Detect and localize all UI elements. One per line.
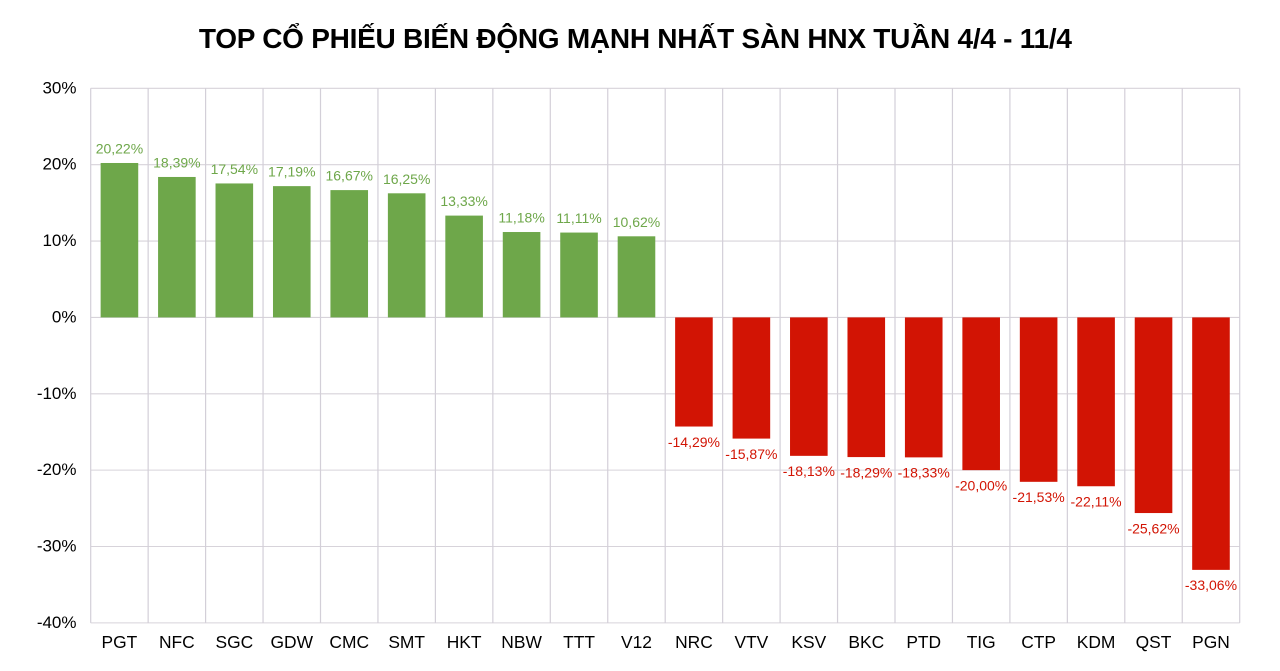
svg-text:QST: QST: [1136, 632, 1172, 652]
svg-text:KSV: KSV: [791, 632, 826, 652]
svg-text:CTP: CTP: [1021, 632, 1056, 652]
svg-text:-30%: -30%: [37, 537, 77, 556]
svg-text:TOP CỔ PHIẾU BIẾN ĐỘNG MẠNH NH: TOP CỔ PHIẾU BIẾN ĐỘNG MẠNH NHẤT SÀN HNX…: [199, 22, 1072, 54]
svg-text:VTV: VTV: [734, 632, 768, 652]
svg-text:11,18%: 11,18%: [498, 210, 544, 226]
svg-text:-10%: -10%: [37, 384, 77, 403]
svg-text:30%: 30%: [42, 78, 76, 97]
svg-text:NFC: NFC: [159, 632, 195, 652]
svg-text:-21,53%: -21,53%: [1013, 489, 1065, 505]
svg-text:-18,29%: -18,29%: [840, 464, 892, 480]
svg-text:PTD: PTD: [906, 632, 941, 652]
svg-text:-22,11%: -22,11%: [1071, 494, 1122, 510]
svg-text:CMC: CMC: [329, 632, 369, 652]
svg-text:20%: 20%: [42, 155, 76, 174]
svg-text:17,54%: 17,54%: [211, 161, 258, 177]
svg-text:11,11%: 11,11%: [556, 210, 601, 226]
svg-text:16,25%: 16,25%: [383, 171, 430, 187]
svg-text:NRC: NRC: [675, 632, 713, 652]
svg-text:SGC: SGC: [215, 632, 253, 652]
svg-text:PGT: PGT: [102, 632, 138, 652]
svg-text:-33,06%: -33,06%: [1185, 577, 1237, 593]
svg-text:HKT: HKT: [447, 632, 482, 652]
svg-text:0%: 0%: [52, 307, 77, 326]
svg-text:-25,62%: -25,62%: [1127, 520, 1179, 536]
svg-text:10,62%: 10,62%: [613, 214, 660, 230]
svg-text:-20%: -20%: [37, 460, 77, 479]
svg-text:TIG: TIG: [967, 632, 996, 652]
svg-text:-18,13%: -18,13%: [783, 463, 835, 479]
svg-text:BKC: BKC: [848, 632, 884, 652]
svg-text:NBW: NBW: [501, 632, 542, 652]
svg-text:-40%: -40%: [37, 613, 77, 632]
svg-text:-15,87%: -15,87%: [725, 446, 777, 462]
svg-text:KDM: KDM: [1077, 632, 1116, 652]
svg-text:TTT: TTT: [563, 632, 595, 652]
svg-text:-14,29%: -14,29%: [668, 434, 720, 450]
svg-text:20,22%: 20,22%: [96, 140, 143, 156]
svg-text:16,67%: 16,67%: [325, 168, 372, 184]
svg-text:10%: 10%: [42, 231, 76, 250]
svg-text:-20,00%: -20,00%: [955, 477, 1007, 493]
svg-text:-18,33%: -18,33%: [898, 465, 950, 481]
svg-text:13,33%: 13,33%: [440, 193, 487, 209]
svg-text:18,39%: 18,39%: [153, 154, 200, 170]
svg-text:17,19%: 17,19%: [268, 164, 315, 180]
svg-text:SMT: SMT: [388, 632, 425, 652]
svg-text:PGN: PGN: [1192, 632, 1230, 652]
svg-text:GDW: GDW: [271, 632, 314, 652]
svg-text:V12: V12: [621, 632, 652, 652]
